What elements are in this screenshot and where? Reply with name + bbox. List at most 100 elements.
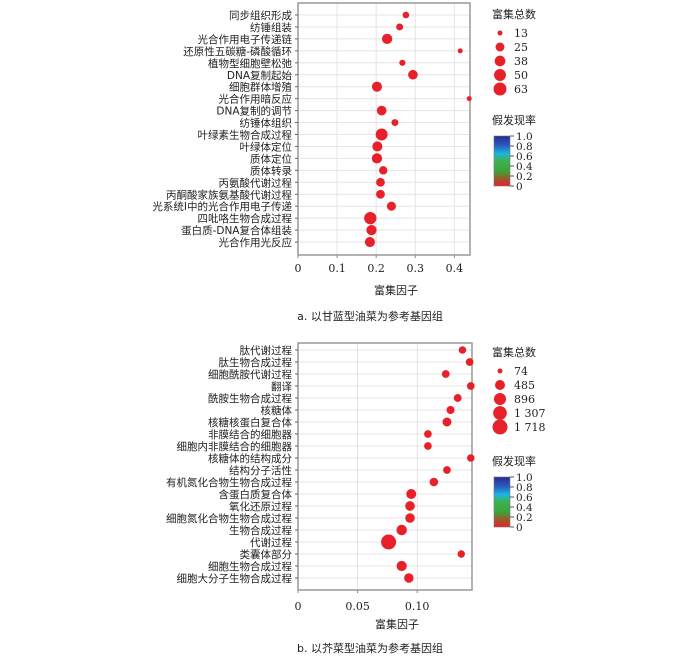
- x-tick-label: 0.05: [345, 600, 370, 613]
- data-point: [442, 417, 452, 427]
- size-legend-label: 74: [514, 365, 528, 378]
- color-scale-label: 0.8: [516, 141, 533, 153]
- color-scale-label: 0.2: [516, 171, 533, 183]
- category-label: 同步组织形成: [229, 9, 292, 22]
- data-point: [396, 560, 407, 572]
- category-label: 肽生物合成过程: [219, 356, 293, 369]
- data-point: [405, 513, 415, 523]
- data-point: [406, 489, 417, 499]
- size-legend-marker: [494, 55, 506, 67]
- data-point: [364, 211, 377, 225]
- size-legend-label: 38: [514, 55, 528, 68]
- data-point: [376, 189, 385, 199]
- category-label: 丙氨酸代谢过程: [219, 176, 293, 189]
- x-tick-label: 0.4: [446, 262, 464, 275]
- size-legend-marker: [492, 419, 508, 435]
- data-point: [391, 119, 399, 127]
- category-label: 纺锤体组织: [240, 117, 293, 130]
- color-scale-bar: [493, 135, 511, 187]
- category-label: 酰胺生物合成过程: [208, 392, 292, 405]
- data-point: [408, 69, 418, 80]
- data-point: [443, 466, 451, 474]
- color-scale-label: 0.4: [516, 161, 533, 173]
- data-point: [376, 105, 387, 116]
- size-legend-label: 25: [514, 41, 528, 54]
- category-label: DNA复制起始: [227, 69, 293, 82]
- data-point: [467, 454, 475, 462]
- category-label: 四吡咯生物合成过程: [198, 212, 293, 225]
- category-label: 核糖体的结构成分: [208, 452, 292, 465]
- category-label: 质体转录: [250, 164, 292, 177]
- figure-caption: b. 以芥菜型油菜为参考基因组: [297, 641, 443, 655]
- size-legend-label: 50: [514, 69, 528, 82]
- data-point: [372, 141, 383, 152]
- x-tick-label: 0: [295, 600, 302, 613]
- color-scale-bar: [493, 476, 511, 528]
- data-point: [453, 394, 462, 402]
- size-legend-marker: [493, 392, 507, 406]
- data-point: [396, 524, 407, 536]
- color-scale-label: 0.6: [516, 151, 533, 163]
- chart-a: 0 0.1 0.2 0.3 0.4 同步组织形成纺锤组装光合作用电子传递链还原性五碳糖-磷…: [152, 2, 536, 323]
- size-legend-title: 富集总数: [492, 345, 536, 359]
- category-label: 叶绿体定位: [240, 140, 293, 153]
- data-point: [466, 382, 475, 390]
- category-label: 细胞大分子生物合成过程: [177, 572, 293, 585]
- chart-b: 0 0.05 0.10 肽代谢过程肽生物合成过程细胞酰胺代谢过程翻译酰胺生物合成过程核…: [166, 342, 546, 655]
- size-legend-marker: [494, 69, 506, 81]
- data-point: [371, 153, 383, 164]
- category-label: 蛋白质-DNA复合体组装: [181, 224, 292, 237]
- size-legend-label: 1 307: [514, 407, 546, 420]
- color-scale-label: 1.0: [516, 472, 533, 484]
- color-scale-label: 0.6: [516, 492, 533, 504]
- color-legend-title: 假发现率: [492, 454, 536, 468]
- color-scale-label: 0.4: [516, 502, 533, 514]
- category-label: 细胞群体增殖: [229, 81, 292, 94]
- category-label: 质体定位: [250, 152, 292, 165]
- category-label: 细胞酰胺代谢过程: [208, 368, 292, 381]
- category-label: 细胞内非膜结合的细胞器: [177, 440, 293, 453]
- category-label: 细胞氮化合物生物合成过程: [166, 512, 292, 525]
- color-scale-label: 0.2: [516, 512, 533, 524]
- data-point: [364, 237, 375, 248]
- data-point: [375, 128, 388, 141]
- category-label: 植物型细胞壁松弛: [208, 57, 292, 70]
- data-point: [429, 477, 439, 487]
- category-label: 含蛋白质复合体: [219, 488, 293, 501]
- color-scale-label: 0: [516, 181, 523, 193]
- size-legend-label: 13: [514, 27, 528, 40]
- data-point: [446, 405, 455, 415]
- data-point: [441, 370, 450, 378]
- x-tick-label: 0.3: [407, 262, 425, 275]
- category-label: 有机氮化合物生物合成过程: [166, 476, 292, 489]
- category-label: 代谢过程: [250, 536, 292, 549]
- data-point: [381, 534, 397, 550]
- size-legend-marker: [495, 42, 505, 52]
- data-point: [424, 430, 432, 438]
- category-label: 光系统I中的光合作用电子传递: [152, 200, 292, 213]
- size-legend-label: 485: [514, 379, 535, 392]
- category-label: 类囊体部分: [240, 548, 293, 561]
- figure-caption: a. 以甘蓝型油菜为参考基因组: [297, 309, 443, 323]
- data-point: [402, 11, 410, 19]
- data-point: [457, 48, 463, 54]
- category-label: 非膜结合的细胞器: [208, 428, 292, 441]
- data-point: [399, 59, 406, 66]
- category-label: 光合作用电子传递链: [198, 33, 293, 46]
- data-point: [458, 346, 467, 354]
- category-label: 细胞生物合成过程: [208, 560, 292, 573]
- size-legend-label: 63: [514, 83, 528, 96]
- data-point: [405, 501, 415, 511]
- category-label: 光合作用光反应: [219, 236, 293, 249]
- data-point: [376, 177, 385, 187]
- category-label: 还原性五碳糖-磷酸循环: [183, 45, 292, 58]
- category-label: 丙酮酸家族氨基酸代谢过程: [166, 188, 292, 201]
- data-point: [366, 224, 377, 236]
- size-legend-marker: [493, 82, 507, 96]
- category-label: DNA复制的调节: [216, 105, 292, 118]
- category-label: 生物合成过程: [229, 524, 292, 537]
- x-tick-label: 0.1: [328, 262, 346, 275]
- category-label: 结构分子活性: [229, 464, 292, 477]
- color-legend-title: 假发现率: [492, 113, 536, 127]
- size-legend-label: 1 718: [514, 421, 546, 434]
